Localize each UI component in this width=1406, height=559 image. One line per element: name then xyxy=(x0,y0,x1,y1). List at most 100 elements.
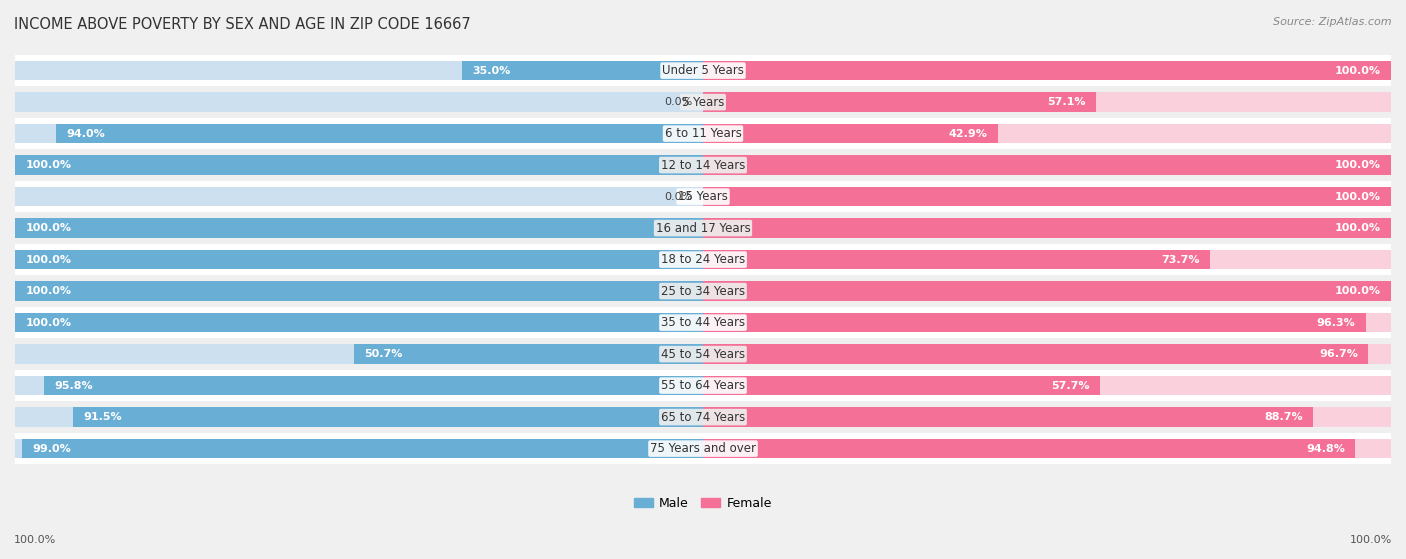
Bar xyxy=(15,55,1391,86)
Bar xyxy=(15,250,703,269)
Text: 15 Years: 15 Years xyxy=(678,190,728,203)
Bar xyxy=(703,92,1391,112)
Text: 100.0%: 100.0% xyxy=(25,223,72,233)
Bar xyxy=(703,219,1391,238)
Bar xyxy=(15,408,703,427)
Bar xyxy=(15,439,703,458)
Text: 42.9%: 42.9% xyxy=(949,129,988,139)
Text: 16 and 17 Years: 16 and 17 Years xyxy=(655,221,751,235)
Text: 57.1%: 57.1% xyxy=(1047,97,1085,107)
Bar xyxy=(703,219,1391,238)
Bar xyxy=(15,344,703,364)
Bar xyxy=(703,281,1391,301)
Text: 100.0%: 100.0% xyxy=(25,318,72,328)
Text: 100.0%: 100.0% xyxy=(25,160,72,170)
Bar xyxy=(56,124,703,143)
Text: 100.0%: 100.0% xyxy=(1334,160,1381,170)
Bar xyxy=(703,376,1391,395)
Bar xyxy=(22,439,703,458)
Text: 0.0%: 0.0% xyxy=(665,192,693,202)
Text: 100.0%: 100.0% xyxy=(1334,223,1381,233)
Bar xyxy=(15,61,703,80)
Bar xyxy=(15,187,703,206)
Text: 6 to 11 Years: 6 to 11 Years xyxy=(665,127,741,140)
Bar xyxy=(703,250,1391,269)
Bar xyxy=(15,281,703,301)
Text: 25 to 34 Years: 25 to 34 Years xyxy=(661,285,745,297)
Text: 18 to 24 Years: 18 to 24 Years xyxy=(661,253,745,266)
Bar xyxy=(703,408,1313,427)
Bar xyxy=(703,61,1391,80)
Bar xyxy=(15,149,1391,181)
Bar xyxy=(15,281,703,301)
Text: 12 to 14 Years: 12 to 14 Years xyxy=(661,159,745,172)
Bar xyxy=(15,124,703,143)
Text: 0.0%: 0.0% xyxy=(665,97,693,107)
Bar xyxy=(703,408,1391,427)
Bar xyxy=(15,313,703,333)
Text: 5 Years: 5 Years xyxy=(682,96,724,108)
Text: 88.7%: 88.7% xyxy=(1264,412,1303,422)
Bar xyxy=(703,313,1365,333)
Text: 73.7%: 73.7% xyxy=(1161,254,1199,264)
Bar xyxy=(703,439,1355,458)
Bar xyxy=(15,86,1391,118)
Bar xyxy=(703,313,1391,333)
Bar xyxy=(15,92,703,112)
Bar xyxy=(15,219,703,238)
Bar xyxy=(703,376,1099,395)
Bar xyxy=(703,344,1391,364)
Bar xyxy=(15,307,1391,338)
Bar xyxy=(703,281,1391,301)
Bar xyxy=(15,313,703,333)
Text: 91.5%: 91.5% xyxy=(84,412,122,422)
Text: 94.8%: 94.8% xyxy=(1306,444,1346,453)
Text: 100.0%: 100.0% xyxy=(1334,192,1381,202)
Bar xyxy=(15,155,703,175)
Bar xyxy=(703,124,1391,143)
Bar xyxy=(15,212,1391,244)
Text: 35.0%: 35.0% xyxy=(472,65,510,75)
Text: 45 to 54 Years: 45 to 54 Years xyxy=(661,348,745,361)
Bar xyxy=(15,155,703,175)
Bar xyxy=(703,92,1095,112)
Bar xyxy=(73,408,703,427)
Bar xyxy=(354,344,703,364)
Bar xyxy=(463,61,703,80)
Bar xyxy=(15,376,703,395)
Bar xyxy=(703,344,1368,364)
Text: 100.0%: 100.0% xyxy=(1350,535,1392,545)
Text: 100.0%: 100.0% xyxy=(25,286,72,296)
Text: 99.0%: 99.0% xyxy=(32,444,70,453)
Text: 96.3%: 96.3% xyxy=(1316,318,1355,328)
Bar xyxy=(703,187,1391,206)
Text: 100.0%: 100.0% xyxy=(1334,286,1381,296)
Bar xyxy=(703,155,1391,175)
Text: 100.0%: 100.0% xyxy=(25,254,72,264)
Bar xyxy=(44,376,703,395)
Text: 50.7%: 50.7% xyxy=(364,349,404,359)
Bar xyxy=(15,276,1391,307)
Text: 55 to 64 Years: 55 to 64 Years xyxy=(661,379,745,392)
Bar xyxy=(703,61,1391,80)
Text: 100.0%: 100.0% xyxy=(14,535,56,545)
Bar xyxy=(703,439,1391,458)
Bar xyxy=(703,187,1391,206)
Text: INCOME ABOVE POVERTY BY SEX AND AGE IN ZIP CODE 16667: INCOME ABOVE POVERTY BY SEX AND AGE IN Z… xyxy=(14,17,471,32)
Bar xyxy=(703,250,1211,269)
Bar xyxy=(15,181,1391,212)
Bar xyxy=(15,250,703,269)
Bar xyxy=(15,401,1391,433)
Text: 94.0%: 94.0% xyxy=(66,129,105,139)
Bar xyxy=(703,155,1391,175)
Text: 57.7%: 57.7% xyxy=(1052,381,1090,391)
Text: 75 Years and over: 75 Years and over xyxy=(650,442,756,455)
Text: 35 to 44 Years: 35 to 44 Years xyxy=(661,316,745,329)
Bar xyxy=(703,124,998,143)
Bar xyxy=(15,219,703,238)
Text: 95.8%: 95.8% xyxy=(55,381,93,391)
Bar xyxy=(15,244,1391,276)
Bar xyxy=(15,118,1391,149)
Text: 96.7%: 96.7% xyxy=(1319,349,1358,359)
Text: Under 5 Years: Under 5 Years xyxy=(662,64,744,77)
